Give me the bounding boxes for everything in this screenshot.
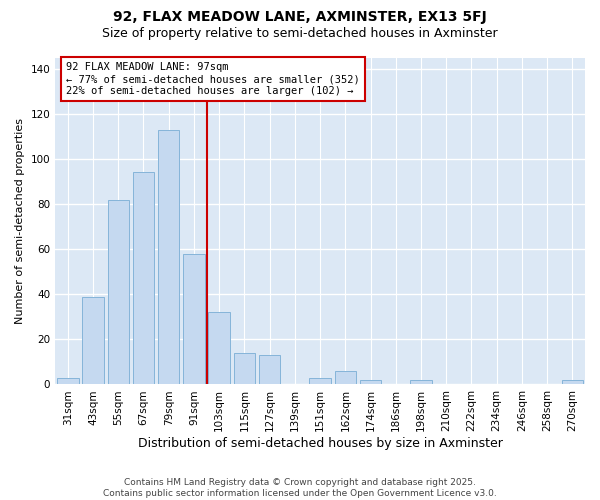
Text: Size of property relative to semi-detached houses in Axminster: Size of property relative to semi-detach… xyxy=(102,28,498,40)
Bar xyxy=(133,172,154,384)
Bar xyxy=(183,254,205,384)
Text: 92 FLAX MEADOW LANE: 97sqm
← 77% of semi-detached houses are smaller (352)
22% o: 92 FLAX MEADOW LANE: 97sqm ← 77% of semi… xyxy=(66,62,359,96)
Bar xyxy=(233,353,255,384)
Bar xyxy=(208,312,230,384)
Bar xyxy=(107,200,129,384)
Bar xyxy=(158,130,179,384)
Bar xyxy=(259,355,280,384)
Bar xyxy=(82,296,104,384)
Bar xyxy=(562,380,583,384)
Text: Contains HM Land Registry data © Crown copyright and database right 2025.
Contai: Contains HM Land Registry data © Crown c… xyxy=(103,478,497,498)
Bar xyxy=(335,371,356,384)
Bar xyxy=(410,380,432,384)
Bar xyxy=(57,378,79,384)
Bar xyxy=(310,378,331,384)
Bar xyxy=(360,380,381,384)
Y-axis label: Number of semi-detached properties: Number of semi-detached properties xyxy=(15,118,25,324)
Text: 92, FLAX MEADOW LANE, AXMINSTER, EX13 5FJ: 92, FLAX MEADOW LANE, AXMINSTER, EX13 5F… xyxy=(113,10,487,24)
X-axis label: Distribution of semi-detached houses by size in Axminster: Distribution of semi-detached houses by … xyxy=(137,437,503,450)
